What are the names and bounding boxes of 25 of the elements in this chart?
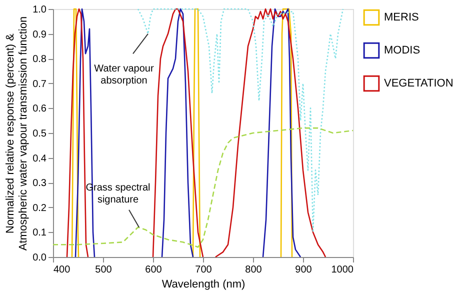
legend-label: MODIS (384, 44, 420, 56)
y-tick-label: 0.9 (32, 29, 47, 40)
y-tick-label: 0.0 (32, 252, 47, 264)
y-axis-title: Normalized relative response (percent) & Atmospheric water vapour transmission function (4, 16, 30, 251)
y-tick-label: 0.6 (32, 104, 47, 115)
y-tick-label: 0.5 (32, 128, 47, 140)
legend-label: MERIS (384, 12, 419, 24)
x-tick-label: 1000 (331, 264, 354, 276)
x-tick-label: 900 (295, 264, 312, 276)
x-tick-label: 400 (54, 264, 71, 276)
x-tick-label: 700 (195, 264, 212, 276)
x-tick-label: 600 (145, 264, 162, 276)
y-tick-label: 0.2 (32, 202, 47, 214)
line-series (52, 127, 354, 248)
y-tick-label: 0.3 (32, 178, 47, 190)
y-tick-label: 0.4 (32, 153, 47, 164)
y-tick-label: 1.0 (32, 4, 47, 16)
x-axis-title: Wavelength (nm) (162, 278, 246, 290)
y-tick-label: 0.1 (32, 228, 47, 239)
legend-label: VEGETATION (384, 78, 454, 90)
y-tick-label: 0.7 (32, 78, 47, 90)
y-tick-label: 0.8 (32, 54, 47, 66)
x-tick-label: 800 (245, 264, 262, 276)
x-tick-label: 500 (95, 264, 112, 276)
annotation: Water vapour absorption (94, 64, 154, 87)
